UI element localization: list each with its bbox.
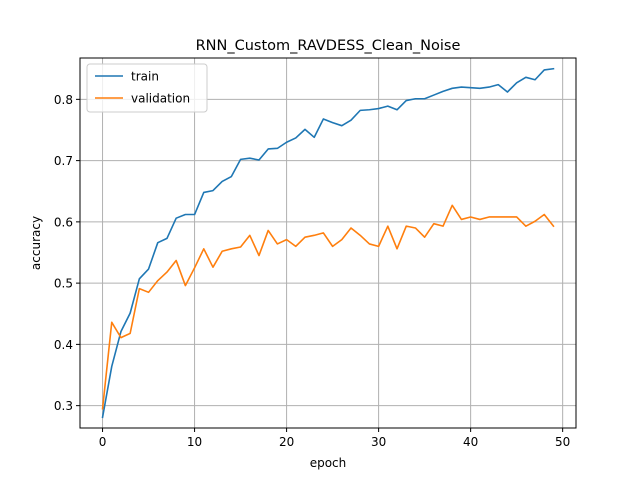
- y-tick-label: 0.6: [54, 215, 73, 229]
- plot-frame: [79, 57, 577, 429]
- y-tick-label: 0.5: [54, 277, 73, 291]
- series-line-train: [101, 67, 555, 419]
- legend-label-train: train: [131, 70, 159, 84]
- x-tick-label: 20: [279, 435, 294, 449]
- x-tick-label: 10: [187, 435, 202, 449]
- series-group: [101, 67, 555, 419]
- x-tick-label: 50: [555, 435, 570, 449]
- y-tick-label: 0.3: [54, 399, 73, 413]
- legend: train validation: [86, 63, 208, 113]
- axis-ticks: 0 10 20 30 40 50 0.3 0.4 0.5 0.6 0.7 0.8: [54, 93, 570, 449]
- x-tick-label: 30: [371, 435, 386, 449]
- y-axis-label: accuracy: [29, 216, 43, 270]
- y-tick-label: 0.7: [54, 154, 73, 168]
- y-tick-label: 0.8: [54, 93, 73, 107]
- x-axis-label: epoch: [310, 456, 347, 470]
- legend-label-validation: validation: [131, 92, 190, 106]
- grid: [80, 58, 576, 428]
- x-tick-label: 40: [463, 435, 478, 449]
- x-tick-label: 0: [99, 435, 107, 449]
- y-tick-label: 0.4: [54, 338, 73, 352]
- series-line-validation: [101, 204, 555, 410]
- chart-title: RNN_Custom_RAVDESS_Clean_Noise: [196, 38, 461, 54]
